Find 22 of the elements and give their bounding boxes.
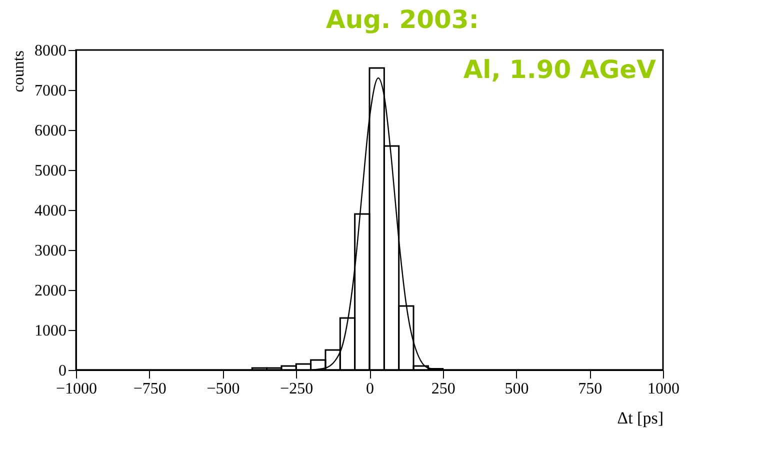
x-tick-label: 0 [366,380,374,398]
y-tick-label: 3000 [34,242,66,260]
x-tick-label: 250 [431,380,456,398]
y-tick-label: 6000 [34,122,66,140]
x-tick-label: −500 [206,380,240,398]
y-tick-label: 7000 [34,82,66,100]
x-tick-label: 1000 [648,380,680,398]
x-tick-label: 750 [578,380,602,398]
x-axis-title: Δt [ps] [617,408,664,428]
y-tick-label: 8000 [34,42,66,60]
x-tick-label: −750 [133,380,166,398]
y-tick-label: 2000 [34,282,66,300]
text: Aug. 2003: [326,5,479,34]
x-tick-label: 500 [504,380,529,398]
y-tick-label: 4000 [34,202,66,220]
y-axis-title: counts [10,50,28,92]
y-tick-label: 1000 [34,322,66,340]
x-tick-label: −1000 [56,380,98,398]
annotation: Al, 1.90 AGeV [463,55,657,84]
x-tick-label: −250 [280,380,314,398]
y-tick-label: 5000 [34,162,66,180]
y-tick-label: 0 [58,362,66,380]
